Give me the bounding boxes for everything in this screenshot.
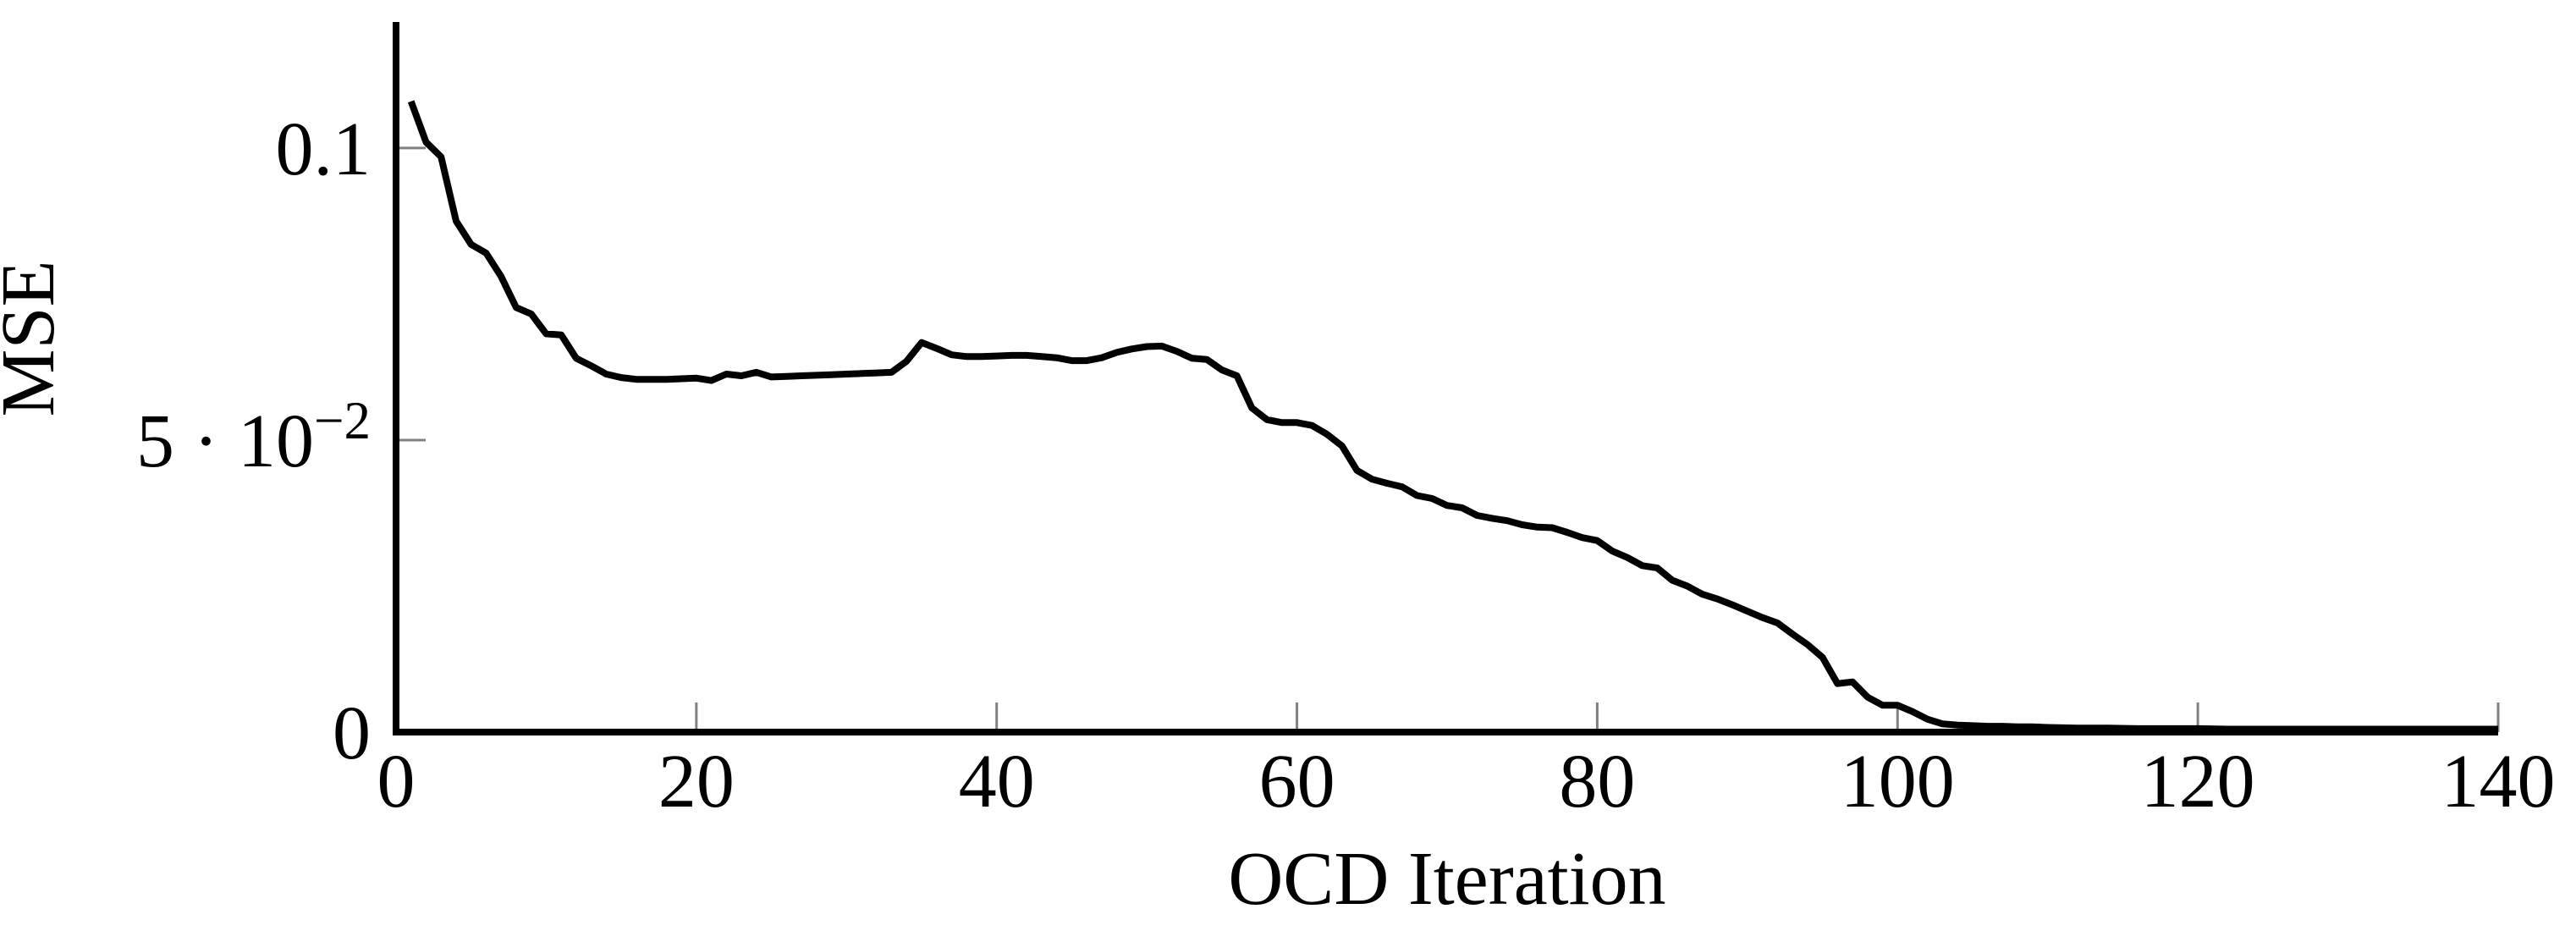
y-axis-title: MSE [0,260,70,416]
y-tick-label: 0 [333,691,371,775]
x-tick-labels: 0 20 40 60 80 100 120 140 [377,740,2556,824]
y-tick-label: 0.1 [276,107,372,191]
x-tick-label: 20 [658,740,735,824]
x-tick-label: 60 [1259,740,1335,824]
x-tick-label: 140 [2441,740,2556,824]
y-tick-labels: 0 5 · 10−2 0.1 [136,107,371,775]
x-axis-title: OCD Iteration [1228,837,1665,921]
x-tick-label: 120 [2141,740,2255,824]
x-tick-label: 100 [1841,740,1955,824]
y-tick-label: 5 · 10−2 [136,391,371,483]
y-tick-label-superscript: −2 [314,391,371,450]
y-tick-marks [396,146,426,734]
x-tick-label: 0 [377,740,416,824]
x-tick-label: 40 [959,740,1035,824]
mse-line [407,100,2498,733]
x-tick-label: 80 [1559,740,1635,824]
